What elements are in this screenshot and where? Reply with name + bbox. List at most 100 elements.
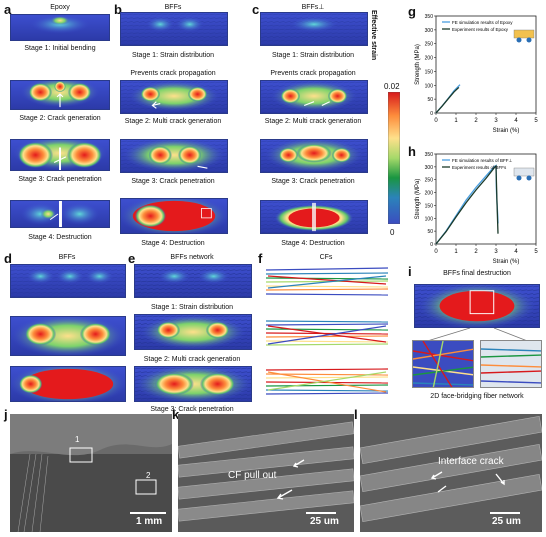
x-axis-label: Strain (%) <box>493 259 520 265</box>
x-tick-label: 1 <box>454 118 458 124</box>
epoxy-stage1-caption: Stage 1: Initial bending <box>24 45 96 52</box>
scale-text-k: 25 um <box>310 516 339 527</box>
panel-label-b: b <box>114 2 122 17</box>
panel-b-title: BFFs <box>164 4 182 11</box>
bffs-d-beam1 <box>10 264 126 298</box>
panel-e-title: BFFs network <box>170 254 214 261</box>
y-tick-label: 100 <box>425 83 434 89</box>
zoom-connector <box>414 327 540 343</box>
y-axis-label: Strength (MPa) <box>415 44 421 85</box>
legend-label-1: FE simulation results of Epoxy <box>452 20 513 25</box>
colorbar-max: 0.02 <box>384 82 400 91</box>
scale-text-j: 1 mm <box>136 516 163 527</box>
panel-i-caption: 2D face-bridging fiber network <box>430 393 524 400</box>
sem-overview <box>10 414 172 532</box>
cfs-bundle1 <box>264 264 390 300</box>
panel-label-d: d <box>4 251 12 266</box>
zoom-left <box>412 340 474 388</box>
panel-label-h: h <box>408 144 416 159</box>
epoxy-stage3-beam <box>10 139 110 171</box>
network-stage3-beam <box>134 366 252 402</box>
network-stage1-caption: Stage 1: Strain distribution <box>150 304 234 311</box>
bffs-stage4-caption: Stage 4: Destruction <box>141 240 205 247</box>
sample-icon <box>513 167 535 177</box>
panel-label-c: c <box>252 2 260 17</box>
network-stage2-beam <box>134 314 252 350</box>
support-icon <box>516 37 522 43</box>
cfs-bundle2 <box>264 316 390 352</box>
y-tick-label: 350 <box>425 14 434 20</box>
x-tick-label: 4 <box>514 118 518 124</box>
network-stage3-caption: Stage 3: Crack penetration <box>150 406 234 413</box>
bffsperp-stage4-caption: Stage 4: Destruction <box>281 240 345 247</box>
y-tick-label: 250 <box>425 42 434 48</box>
legend-label-1: FE simulation results of BFF⊥ <box>452 158 513 163</box>
support-icon <box>516 175 522 181</box>
bffsperp-stage1-caption: Stage 1: Strain distribution <box>271 52 355 59</box>
scale-bar-k <box>306 512 336 514</box>
bffs-stage4-beam <box>120 198 228 234</box>
scale-text-l: 25 um <box>492 516 521 527</box>
x-tick-label: 3 <box>494 249 498 255</box>
bffs-d-beam2 <box>10 316 126 356</box>
x-tick-label: 2 <box>474 249 478 255</box>
chart-h: 0 1 2 3 4 5 0 50 100 150 200 250 300 350 Strain (%) Str… <box>412 148 542 266</box>
panel-label-e: e <box>128 251 136 266</box>
sem-cf-pullout <box>178 414 354 532</box>
panel-label-i: i <box>408 264 412 279</box>
y-tick-label: 200 <box>425 191 434 197</box>
final-destruction-beam <box>414 284 540 328</box>
y-tick-label: 0 <box>430 242 433 248</box>
bffs-stage1-beam <box>120 12 228 46</box>
y-tick-label: 300 <box>425 28 434 34</box>
sem-box2-label: 2 <box>146 471 151 480</box>
bffsperp-stage2-beam <box>260 80 368 114</box>
x-tick-label: 5 <box>534 249 538 255</box>
scale-bar-l <box>490 512 520 514</box>
bffs-stage3-beam <box>120 139 228 173</box>
series-line-2 <box>435 164 499 245</box>
colorbar-label-wrap: Effective strain <box>370 10 392 80</box>
x-tick-label: 2 <box>474 118 478 124</box>
panel-label-j: j <box>4 407 8 422</box>
y-tick-label: 350 <box>425 152 434 158</box>
y-tick-label: 50 <box>427 97 433 103</box>
sem-box1-label: 1 <box>75 435 80 444</box>
strain-colorbar <box>387 91 401 225</box>
y-tick-label: 50 <box>427 229 433 235</box>
plot-frame <box>435 153 537 245</box>
epoxy-stage4-caption: Stage 4: Destruction <box>28 234 92 241</box>
bffsperp-stage2-caption: Stage 2: Multi crack generation <box>264 118 362 125</box>
panel-i-title: BFFs final destruction <box>443 270 511 277</box>
y-tick-label: 100 <box>425 216 434 222</box>
bffs-stage2-beam <box>120 80 228 114</box>
sem-interface-crack <box>360 414 542 532</box>
y-tick-label: 200 <box>425 56 434 62</box>
bffsperp-stage4-beam <box>260 200 368 234</box>
bffs-stage2-caption: Stage 2: Multi crack generation <box>124 118 222 125</box>
bffs-stage1-caption: Stage 1: Strain distribution <box>131 52 215 59</box>
support-icon <box>526 37 532 43</box>
chart-g: 0 1 2 3 4 5 0 50 100 150 200 250 300 350 Strain (%) Str… <box>412 10 542 135</box>
epoxy-stage4-beam <box>10 200 110 228</box>
bffsperp-note: Prevents crack propagation <box>270 70 356 77</box>
legend-label-2: Experiment results of Epoxy <box>452 27 509 32</box>
zoom-right <box>480 340 542 388</box>
plot-frame <box>435 15 537 114</box>
panel-c-title: BFFs⊥ <box>301 4 325 11</box>
x-tick-label: 5 <box>534 118 538 124</box>
panel-label-k: k <box>172 407 180 422</box>
interface-crack-label: Interface crack <box>438 456 504 467</box>
panel-label-f: f <box>258 251 263 266</box>
x-tick-label: 4 <box>514 249 518 255</box>
bffsperp-stage3-beam <box>260 139 368 173</box>
bffsperp-stage1-beam <box>260 12 368 46</box>
x-tick-label: 0 <box>434 118 438 124</box>
bffs-note: Prevents crack propagation <box>130 70 216 77</box>
y-tick-label: 0 <box>430 111 433 117</box>
x-tick-label: 0 <box>434 249 438 255</box>
bffs-stage3-caption: Stage 3: Crack penetration <box>131 178 215 185</box>
colorbar-label: Effective strain <box>370 10 377 61</box>
panel-label-a: a <box>4 2 12 17</box>
panel-label-g: g <box>408 4 416 19</box>
